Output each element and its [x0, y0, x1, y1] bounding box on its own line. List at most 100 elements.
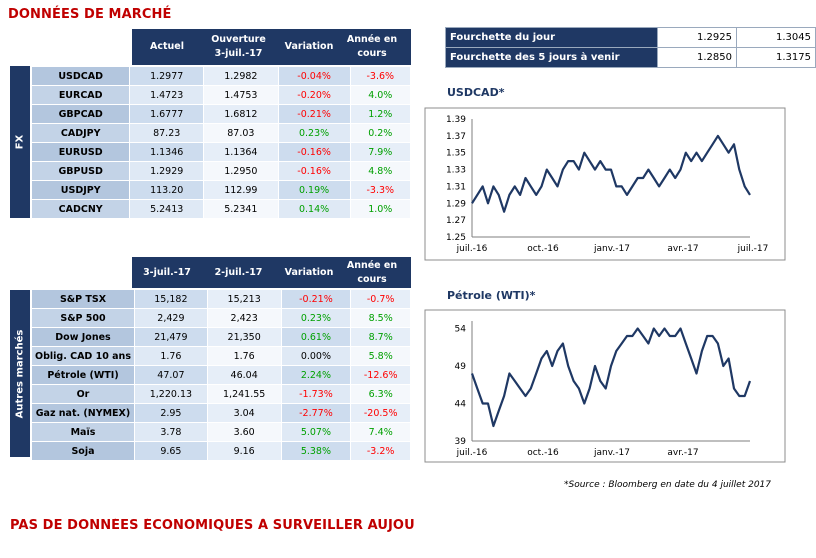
cell-ytd: 1.2% [349, 104, 412, 124]
x-tick-label: juil.-16 [456, 244, 488, 254]
cell-a: 3.78 [133, 422, 208, 442]
series-line [471, 134, 751, 213]
range-row: Fourchette du jour 1.2925 1.3045 [445, 27, 816, 48]
cell-ytd: 8.5% [350, 308, 411, 328]
cell-var: -2.77% [280, 403, 352, 423]
cell-a: 2,429 [133, 308, 208, 328]
cell-a: 47.07 [133, 365, 208, 385]
oil-chart: 39 44 49 54 juil.-16 oct.-16 janv.-17 avr.-17 [424, 309, 786, 463]
fx-header-0: Actuel [150, 41, 184, 52]
cell-ytd: -3.3% [349, 180, 412, 200]
cell-ytd: -20.5% [350, 403, 411, 423]
table-row: CADJPY 87.23 87.03 0.23% 0.2% [30, 123, 412, 143]
cell-b: 1.4753 [203, 85, 279, 105]
cell-var: 0.23% [280, 308, 352, 328]
table-row: Soja 9.65 9.16 5.38% -3.2% [31, 441, 411, 461]
cell-name: GBPUSD [30, 161, 131, 181]
y-tick-label: 1.31 [446, 182, 466, 192]
range-low: 1.2925 [657, 27, 737, 48]
cell-var: 2.24% [280, 365, 352, 385]
x-tick-label: oct.-16 [527, 448, 559, 458]
cell-ytd: 4.8% [349, 161, 412, 181]
y-tick-label: 1.33 [446, 166, 466, 176]
range-row: Fourchette des 5 jours à venir 1.2850 1.… [445, 47, 816, 68]
cell-b: 21,350 [206, 327, 282, 347]
cell-ytd: 1.0% [349, 199, 412, 219]
cell-name: S&P 500 [31, 308, 135, 328]
fx-header-1: Ouverture 3-juil.-17 [211, 34, 266, 59]
cell-b: 2,423 [206, 308, 282, 328]
table-row: EURUSD 1.1346 1.1364 -0.16% 7.9% [30, 142, 412, 162]
cell-a: 21,479 [133, 327, 208, 347]
cell-a: 1.76 [133, 346, 208, 366]
x-tick-label: janv.-17 [593, 448, 630, 458]
usdcad-chart-title: USDCAD* [447, 86, 505, 99]
cell-var: -0.20% [277, 85, 351, 105]
x-tick-label: oct.-16 [527, 244, 559, 254]
cell-var: 0.61% [280, 327, 352, 347]
cell-ytd: 4.0% [349, 85, 412, 105]
cell-a: 113.20 [129, 180, 205, 200]
cell-b: 1.2950 [203, 161, 279, 181]
cell-ytd: 5.8% [350, 346, 411, 366]
markets-table: S&P TSX 15,182 15,213 -0.21% -0.7% S&P 500 2,4… [31, 289, 411, 461]
fx-group-label: FX [14, 134, 26, 150]
range-low: 1.2850 [657, 47, 737, 68]
oil-chart-title: Pétrole (WTI)* [447, 289, 536, 302]
range-high: 1.3175 [736, 47, 816, 68]
series-line [470, 327, 752, 428]
cell-name: Or [31, 384, 135, 404]
y-tick-label: 44 [455, 400, 467, 410]
cell-var: -0.21% [277, 104, 351, 124]
cell-name: EURCAD [30, 85, 131, 105]
table-row: GBPUSD 1.2929 1.2950 -0.16% 4.8% [30, 161, 412, 181]
cell-b: 1,241.55 [206, 384, 282, 404]
cell-b: 1.1364 [203, 142, 279, 162]
cell-ytd: -3.6% [349, 66, 412, 86]
cell-ytd: -12.6% [350, 365, 411, 385]
markets-header-1: 2-juil.-17 [214, 266, 263, 278]
cell-name: S&P TSX [31, 289, 135, 309]
cell-name: Soja [31, 441, 135, 461]
cell-b: 3.60 [206, 422, 282, 442]
cell-b: 1.76 [206, 346, 282, 366]
range-high: 1.3045 [736, 27, 816, 48]
cell-ytd: -0.7% [350, 289, 411, 309]
cell-name: Maïs [31, 422, 135, 442]
x-tick-label: avr.-17 [667, 244, 698, 254]
y-tick-label: 1.35 [446, 149, 466, 159]
table-row: Dow Jones 21,479 21,350 0.61% 8.7% [31, 327, 411, 347]
table-row: S&P TSX 15,182 15,213 -0.21% -0.7% [31, 289, 411, 309]
fx-group-bar: FX [10, 66, 30, 218]
x-tick-label: juil.-17 [737, 244, 769, 254]
cell-b: 1.6812 [203, 104, 279, 124]
cell-name: CADCNY [30, 199, 131, 219]
page-title: DONNÉES DE MARCHÉ [8, 7, 172, 22]
cell-var: 0.19% [277, 180, 351, 200]
cell-b: 1.2982 [203, 66, 279, 86]
cell-name: Gaz nat. (NYMEX) [31, 403, 135, 423]
cell-var: 5.07% [280, 422, 352, 442]
range-label: Fourchette du jour [445, 27, 658, 48]
y-tick-label: 49 [455, 362, 467, 372]
y-tick-label: 1.39 [446, 115, 466, 125]
fx-header-bar [132, 29, 411, 65]
range-label: Fourchette des 5 jours à venir [445, 47, 658, 68]
y-tick-label: 1.25 [446, 233, 466, 243]
cell-name: EURUSD [30, 142, 131, 162]
cell-a: 5.2413 [129, 199, 205, 219]
cell-name: Pétrole (WTI) [31, 365, 135, 385]
cell-b: 3.04 [206, 403, 282, 423]
cell-b: 9.16 [206, 441, 282, 461]
cell-var: 0.00% [280, 346, 352, 366]
table-row: S&P 500 2,429 2,423 0.23% 8.5% [31, 308, 411, 328]
cell-a: 1.1346 [129, 142, 205, 162]
footer-title: PAS DE DONNÉES ÉCONOMIQUES À SURVEILLER … [10, 518, 414, 533]
cell-a: 1.4723 [129, 85, 205, 105]
markets-header-bar [132, 257, 411, 288]
y-tick-label: 1.37 [446, 132, 466, 142]
markets-header-2: Variation [284, 266, 334, 278]
cell-a: 15,182 [133, 289, 208, 309]
source-note: *Source : Bloomberg en date du 4 juillet… [564, 480, 771, 490]
markets-header-0: 3-juil.-17 [143, 266, 191, 278]
